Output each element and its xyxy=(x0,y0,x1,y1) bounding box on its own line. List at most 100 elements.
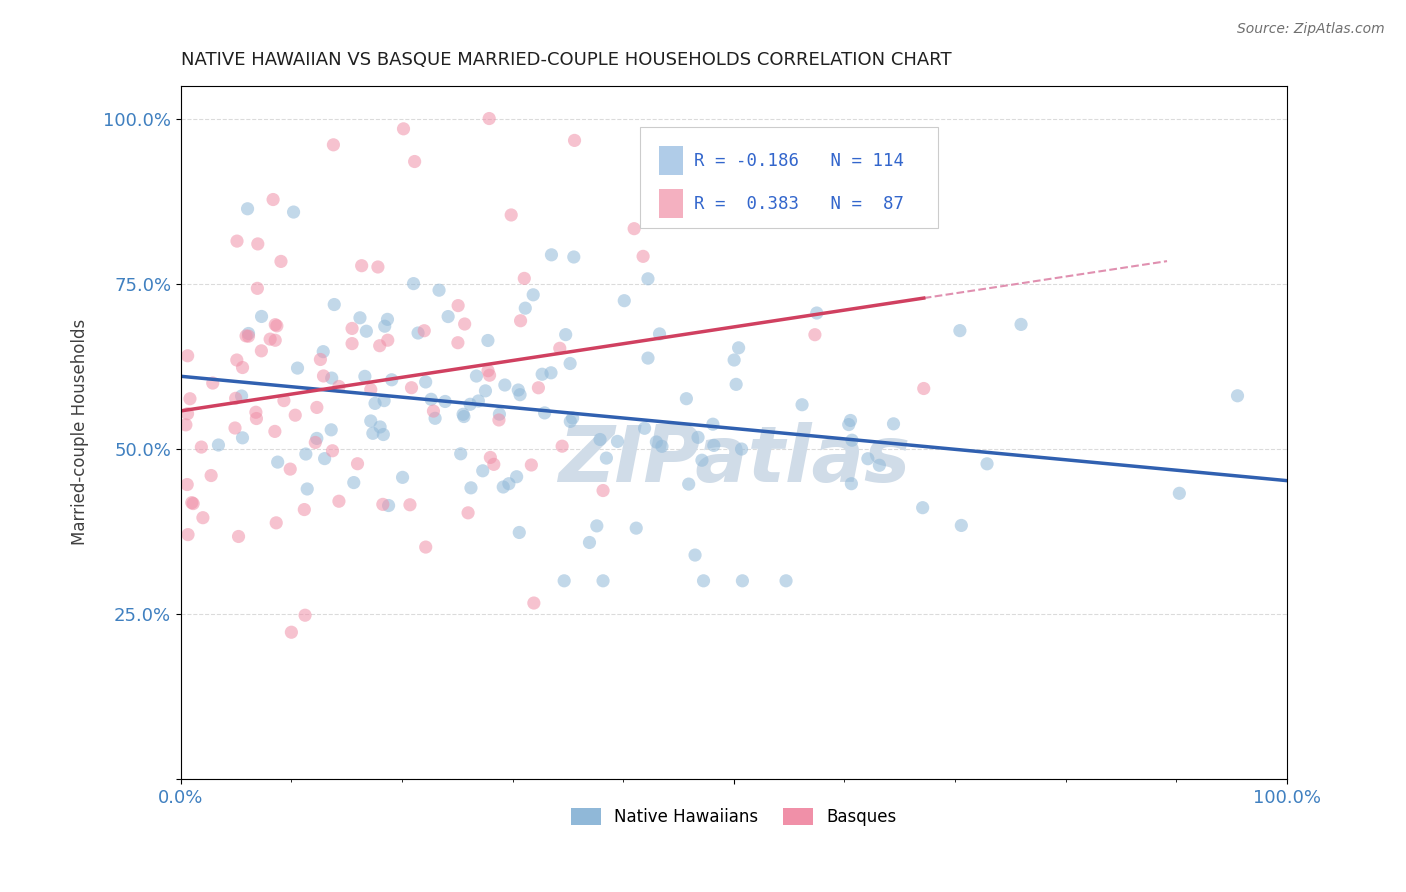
Point xyxy=(264,516,287,530)
Point xyxy=(361,426,384,441)
Point xyxy=(321,443,343,458)
Point xyxy=(492,480,515,494)
Point xyxy=(415,540,437,554)
Point xyxy=(645,434,668,449)
Point xyxy=(522,287,544,301)
Point xyxy=(950,518,973,533)
Point xyxy=(509,314,531,328)
Point xyxy=(350,259,373,273)
Point xyxy=(297,482,319,496)
Point xyxy=(467,394,489,409)
Point xyxy=(460,481,482,495)
Point xyxy=(703,438,725,452)
Point xyxy=(804,327,827,342)
Point xyxy=(678,477,700,491)
Point xyxy=(589,433,612,447)
Point xyxy=(246,236,269,251)
Point xyxy=(523,596,546,610)
Point xyxy=(912,382,935,396)
Point xyxy=(478,368,501,383)
Point xyxy=(364,396,387,410)
Point xyxy=(360,383,382,397)
Point xyxy=(399,498,422,512)
Point xyxy=(368,420,391,434)
Point xyxy=(381,373,404,387)
Point xyxy=(775,574,797,588)
Point xyxy=(367,260,389,274)
Point xyxy=(723,353,745,368)
Point xyxy=(246,281,269,295)
Point xyxy=(806,306,828,320)
Point xyxy=(458,397,481,411)
Point xyxy=(488,407,510,421)
Point xyxy=(531,368,554,382)
Point xyxy=(201,376,224,390)
Point xyxy=(976,457,998,471)
Point xyxy=(328,379,350,393)
Point xyxy=(177,527,200,541)
Point xyxy=(515,301,537,315)
Point xyxy=(841,434,863,448)
Point xyxy=(231,389,253,403)
Point xyxy=(451,407,474,421)
Point xyxy=(841,476,863,491)
Point xyxy=(179,392,201,406)
Point xyxy=(686,430,709,444)
Point xyxy=(343,475,366,490)
Point xyxy=(494,378,516,392)
Point xyxy=(564,133,586,147)
Point xyxy=(225,392,247,406)
Point xyxy=(314,451,336,466)
Point xyxy=(371,497,394,511)
Point xyxy=(340,321,363,335)
Point xyxy=(391,470,413,484)
Point xyxy=(270,254,292,268)
Point xyxy=(474,384,496,398)
Point xyxy=(578,535,600,549)
Point xyxy=(354,369,377,384)
Point xyxy=(509,387,531,401)
Point xyxy=(437,310,460,324)
Point xyxy=(540,366,562,380)
Point xyxy=(540,248,562,262)
Point xyxy=(477,364,499,378)
Text: R = -0.186   N = 114: R = -0.186 N = 114 xyxy=(695,152,904,169)
Point xyxy=(283,205,305,219)
Point xyxy=(585,519,607,533)
Point xyxy=(207,438,229,452)
Point xyxy=(730,442,752,456)
Point xyxy=(479,450,502,465)
Point xyxy=(309,352,332,367)
Point xyxy=(263,425,285,439)
Point xyxy=(349,310,371,325)
FancyBboxPatch shape xyxy=(658,189,683,219)
Point xyxy=(477,334,499,348)
Point xyxy=(626,521,648,535)
Point xyxy=(592,483,614,498)
Point xyxy=(181,497,204,511)
Point xyxy=(422,404,444,418)
Point xyxy=(562,250,585,264)
Point xyxy=(453,409,475,424)
Point xyxy=(373,393,395,408)
Point xyxy=(278,462,301,476)
Point xyxy=(225,353,247,368)
Point xyxy=(447,335,470,350)
Point xyxy=(595,451,617,466)
Point xyxy=(377,499,399,513)
Point xyxy=(305,401,328,415)
Point xyxy=(259,332,281,346)
Point xyxy=(560,414,582,428)
Legend: Native Hawaiians, Basques: Native Hawaiians, Basques xyxy=(564,802,904,833)
Point xyxy=(224,421,246,435)
Point xyxy=(250,343,273,358)
Point xyxy=(949,324,972,338)
Point xyxy=(727,341,749,355)
Point xyxy=(790,398,813,412)
Point xyxy=(180,496,202,510)
Point xyxy=(911,500,934,515)
Point xyxy=(373,427,395,442)
Point xyxy=(238,329,260,343)
Point xyxy=(287,361,309,376)
Point xyxy=(284,408,307,422)
